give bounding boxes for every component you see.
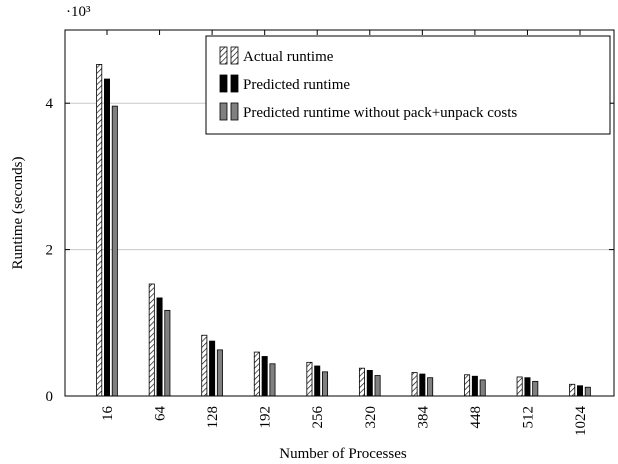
bar-1 bbox=[358, 367, 365, 397]
axis-ticks: 0 2 4 16 64 128 192 256 320 384 448 512 1024 bbox=[46, 30, 614, 437]
x-tick-label: 256 bbox=[310, 406, 326, 429]
legend-label: Predicted runtime bbox=[243, 77, 350, 93]
bar-2 bbox=[104, 78, 111, 397]
bar-3 bbox=[479, 379, 486, 397]
bar-1 bbox=[516, 376, 523, 397]
legend-swatch bbox=[230, 46, 239, 65]
x-axis-label: Number of Processes bbox=[279, 446, 407, 462]
y-tick-label: 0 bbox=[46, 389, 54, 405]
x-tick-label: 384 bbox=[415, 406, 431, 429]
bar-3 bbox=[427, 377, 434, 397]
legend-swatch bbox=[219, 74, 228, 93]
y-multiplier-label: ·10³ bbox=[66, 4, 91, 20]
x-tick-label: 192 bbox=[258, 406, 274, 429]
plot-frame bbox=[64, 29, 615, 397]
x-tick-label: 448 bbox=[468, 406, 484, 429]
bar-3 bbox=[532, 380, 539, 397]
legend-swatch bbox=[219, 102, 228, 121]
bar-1 bbox=[464, 374, 471, 397]
y-tick-label: 4 bbox=[46, 96, 54, 112]
legend-box bbox=[205, 35, 611, 135]
x-tick-label: 512 bbox=[520, 406, 536, 429]
bar-3 bbox=[111, 105, 118, 397]
bar-1 bbox=[201, 334, 208, 397]
legend-label: Actual runtime bbox=[243, 49, 334, 65]
bar-1 bbox=[96, 64, 103, 397]
bar-1 bbox=[306, 361, 313, 397]
bar-3 bbox=[269, 363, 276, 397]
x-tick-label: 128 bbox=[205, 406, 221, 429]
y-axis-label: Runtime (seconds) bbox=[10, 157, 26, 270]
legend-swatch bbox=[230, 74, 239, 93]
bar-3 bbox=[164, 309, 171, 397]
bar-2 bbox=[261, 356, 268, 397]
legend-swatch bbox=[230, 102, 239, 121]
bar-2 bbox=[209, 340, 216, 397]
bar-1 bbox=[253, 351, 260, 397]
bar-1 bbox=[148, 283, 155, 397]
bar-1 bbox=[569, 383, 576, 397]
x-tick-label: 1024 bbox=[573, 406, 589, 437]
bar-1 bbox=[411, 372, 418, 397]
legend-label: Predicted runtime without pack+unpack co… bbox=[243, 105, 517, 121]
bar-3 bbox=[322, 371, 329, 397]
legend: Actual runtime Predicted runtime Predicted… bbox=[205, 35, 611, 135]
bar-2 bbox=[156, 297, 163, 397]
legend-swatch bbox=[219, 46, 228, 65]
bar-3 bbox=[584, 386, 591, 397]
bar-3 bbox=[216, 349, 223, 397]
x-tick-label: 320 bbox=[363, 406, 379, 429]
x-tick-label: 16 bbox=[100, 406, 116, 422]
x-tick-label: 64 bbox=[153, 406, 169, 422]
y-tick-label: 2 bbox=[46, 243, 54, 259]
bar-3 bbox=[374, 375, 381, 397]
